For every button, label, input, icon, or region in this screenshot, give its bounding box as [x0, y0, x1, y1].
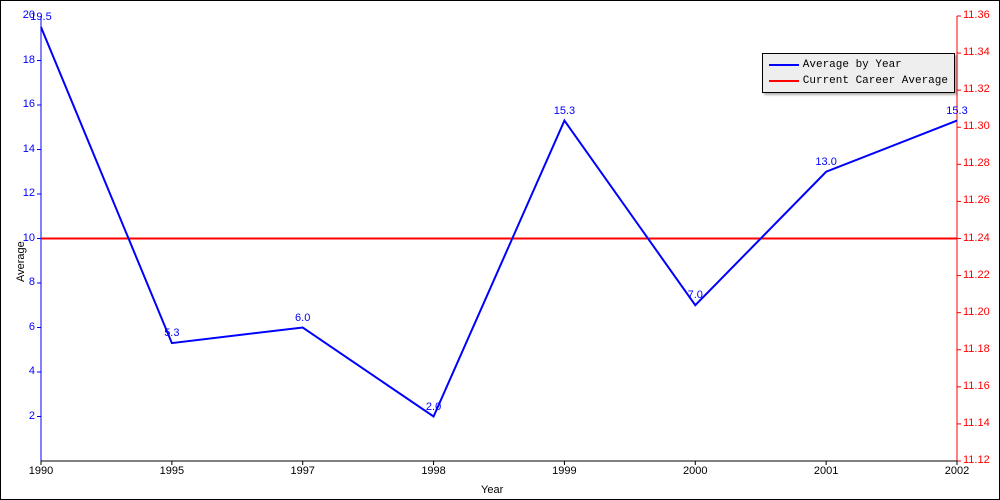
y-right-tick-label: 11.22: [963, 269, 990, 281]
y-right-tick-label: 11.34: [963, 46, 990, 58]
data-point-label: 13.0: [811, 156, 841, 168]
y-right-tick-label: 11.30: [963, 120, 990, 132]
data-point-label: 5.3: [157, 327, 187, 339]
y-left-tick-label: 6: [9, 321, 35, 333]
x-tick-label: 1999: [544, 465, 584, 477]
x-tick-label: 1997: [283, 465, 323, 477]
x-axis-label: Year: [481, 484, 503, 496]
x-tick-label: 1995: [152, 465, 192, 477]
legend: Average by Year Current Career Average: [762, 53, 955, 93]
y-left-tick-label: 4: [9, 365, 35, 377]
x-tick-label: 1998: [414, 465, 454, 477]
legend-label: Current Career Average: [803, 75, 948, 87]
x-tick-label: 2002: [937, 465, 977, 477]
data-point-label: 19.5: [26, 11, 56, 23]
y-left-tick-label: 12: [9, 187, 35, 199]
legend-label: Average by Year: [803, 59, 902, 71]
chart-container: Average Year 246810121416182011.1211.141…: [0, 0, 1000, 500]
y-right-tick-label: 11.20: [963, 306, 990, 318]
legend-item: Current Career Average: [769, 73, 948, 89]
y-left-tick-label: 16: [9, 98, 35, 110]
data-point-label: 7.0: [680, 289, 710, 301]
y-right-tick-label: 11.16: [963, 380, 990, 392]
y-left-tick-label: 2: [9, 410, 35, 422]
y-right-tick-label: 11.14: [963, 417, 990, 429]
y-left-tick-label: 8: [9, 276, 35, 288]
y-right-tick-label: 11.28: [963, 157, 990, 169]
data-point-label: 15.3: [549, 105, 579, 117]
x-tick-label: 1990: [21, 465, 61, 477]
data-point-label: 15.3: [942, 105, 972, 117]
legend-swatch: [769, 64, 799, 66]
y-right-tick-label: 11.24: [963, 232, 990, 244]
x-tick-label: 2000: [675, 465, 715, 477]
y-right-tick-label: 11.26: [963, 194, 990, 206]
y-left-tick-label: 18: [9, 54, 35, 66]
x-tick-label: 2001: [806, 465, 846, 477]
data-point-label: 6.0: [288, 312, 318, 324]
y-right-tick-label: 11.32: [963, 83, 990, 95]
y-right-tick-label: 11.18: [963, 343, 990, 355]
legend-swatch: [769, 80, 799, 82]
y-left-tick-label: 10: [9, 232, 35, 244]
y-left-tick-label: 14: [9, 143, 35, 155]
y-right-tick-label: 11.36: [963, 9, 990, 21]
legend-item: Average by Year: [769, 57, 948, 73]
data-point-label: 2.0: [419, 401, 449, 413]
